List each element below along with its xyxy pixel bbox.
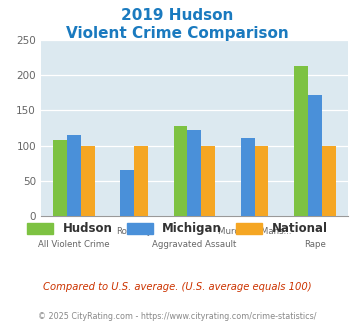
Bar: [81, 146, 95, 216]
Text: Rape: Rape: [304, 240, 326, 249]
Text: Aggravated Assault: Aggravated Assault: [152, 240, 236, 249]
Bar: [120, 170, 134, 216]
Bar: [174, 126, 187, 216]
Text: Murder & Mans...: Murder & Mans...: [218, 227, 291, 236]
Text: Robbery: Robbery: [116, 227, 152, 236]
Bar: [53, 140, 67, 216]
Bar: [255, 146, 268, 216]
Bar: [322, 146, 335, 216]
Bar: [201, 146, 215, 216]
Bar: [294, 66, 308, 216]
Bar: [67, 135, 81, 216]
Bar: [308, 95, 322, 216]
Bar: [241, 139, 255, 216]
Text: All Violent Crime: All Violent Crime: [38, 240, 110, 249]
Bar: [187, 130, 201, 216]
Bar: [134, 146, 148, 216]
Text: Compared to U.S. average. (U.S. average equals 100): Compared to U.S. average. (U.S. average …: [43, 282, 312, 292]
Legend: Hudson, Michigan, National: Hudson, Michigan, National: [23, 217, 332, 240]
Text: Violent Crime Comparison: Violent Crime Comparison: [66, 26, 289, 41]
Text: © 2025 CityRating.com - https://www.cityrating.com/crime-statistics/: © 2025 CityRating.com - https://www.city…: [38, 312, 317, 321]
Text: 2019 Hudson: 2019 Hudson: [121, 8, 234, 23]
